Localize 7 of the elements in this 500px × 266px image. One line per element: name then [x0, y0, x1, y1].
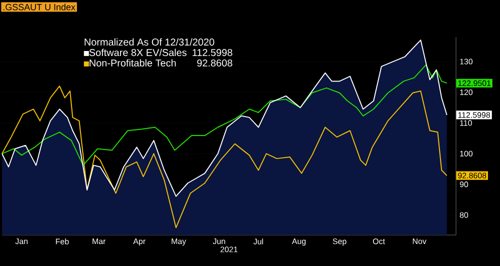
chart-title: .GSSAUT U Index — [4, 4, 76, 10]
text: 112.5998 — [192, 49, 232, 56]
legend-label: Non-Profitable Tech — [90, 59, 176, 67]
legend-label: Software 8X EV/Sales — [89, 48, 187, 56]
legend-title: Normalized As Of 12/31/2020 — [84, 38, 214, 46]
line-series — [2, 86, 448, 228]
text: 92.8608 — [197, 59, 232, 67]
